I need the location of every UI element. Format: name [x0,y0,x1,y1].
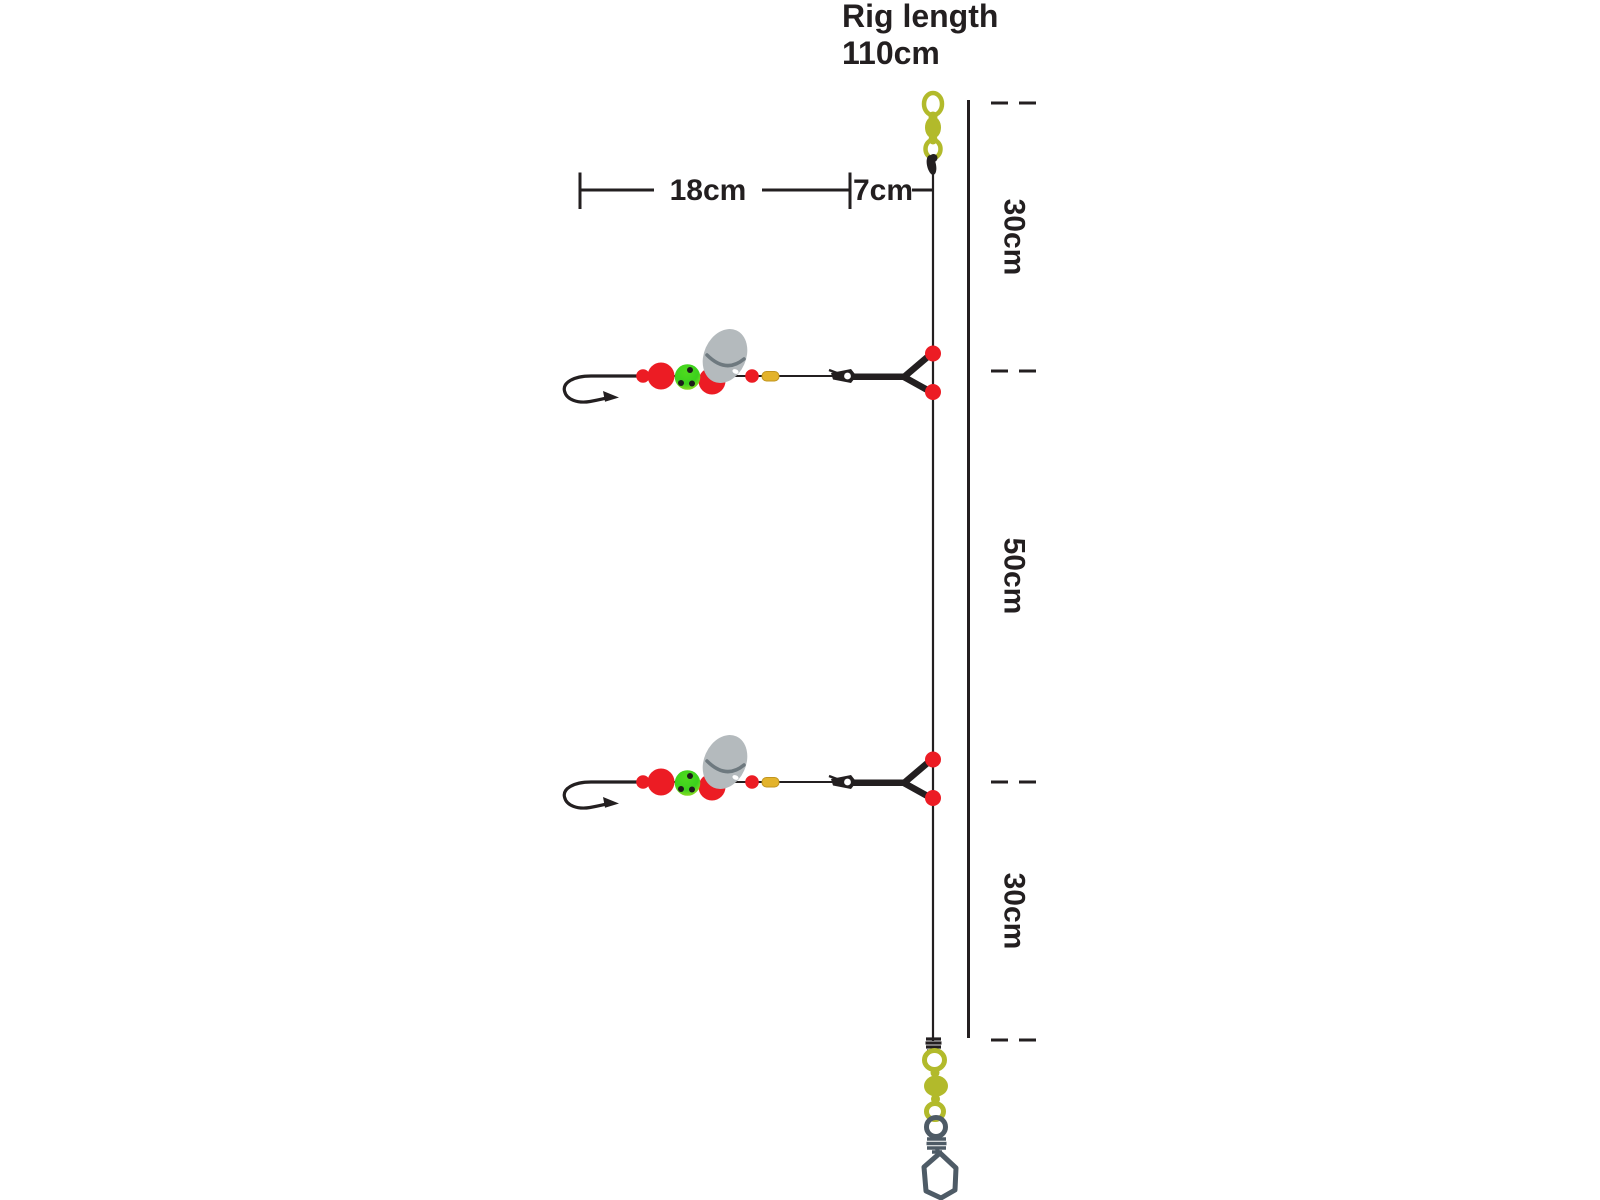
segment-label-top: 30cm [998,199,1031,276]
segment-dashes [991,101,1036,1042]
segment-label-bottom: 30cm [998,873,1031,950]
rig-title-line1: Rig length [842,0,998,34]
dropper-1 [564,322,941,402]
width-measure [578,172,932,209]
dropper-2 [564,728,941,808]
boom-length-label: 7cm [853,174,913,207]
dropper-length-label: 18cm [670,174,747,207]
top-line-knot [926,154,938,175]
segment-label-middle: 50cm [998,538,1031,615]
rig-title-line2: 110cm [842,35,940,71]
top-swivel-icon [921,90,945,161]
bottom-snap-clip-icon [921,1115,959,1200]
bottom-swivel-icon [922,1048,948,1122]
